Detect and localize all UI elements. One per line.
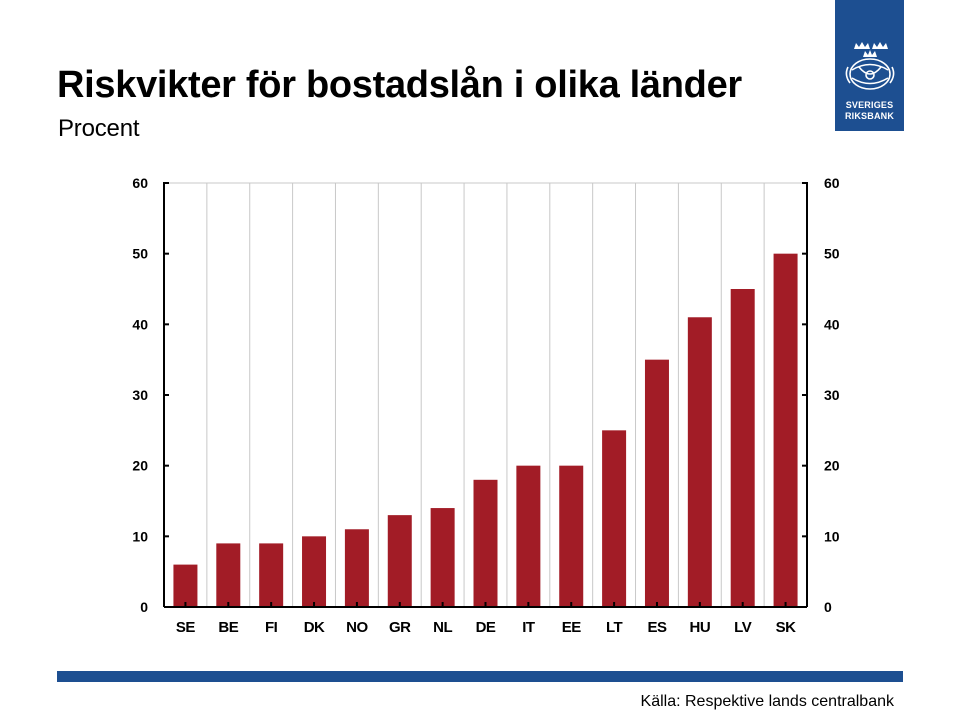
y-tick-label-right: 60 (824, 175, 840, 191)
footer-bar (57, 671, 903, 682)
x-tick-label-it: IT (522, 619, 535, 636)
logo-text-line1: SVERIGES (845, 100, 894, 110)
bar-de (473, 479, 498, 607)
x-tick-label-se: SE (176, 619, 196, 636)
x-tick-label-nl: NL (433, 619, 452, 636)
x-tick-label-lv: LV (734, 619, 752, 636)
bar-dk (302, 536, 327, 607)
y-tick-label-left: 40 (132, 316, 148, 332)
x-tick-label-ee: EE (562, 619, 582, 636)
bar-hu (687, 317, 712, 607)
bar-gr (387, 515, 412, 607)
bar-fi (259, 543, 284, 607)
y-tick-label-left: 0 (140, 599, 148, 615)
bar-it (516, 465, 541, 607)
x-tick-label-es: ES (647, 619, 667, 636)
bar-ee (559, 465, 584, 607)
bar-es (644, 359, 669, 607)
y-tick-label-right: 30 (824, 387, 840, 403)
x-tick-label-no: NO (346, 619, 368, 636)
y-tick-label-right: 40 (824, 316, 840, 332)
x-tick-label-sk: SK (776, 619, 797, 636)
x-tick-label-de: DE (476, 619, 496, 636)
y-tick-label-right: 10 (824, 528, 840, 544)
bar-sk (773, 253, 798, 607)
x-tick-label-hu: HU (689, 619, 710, 636)
source-note: Källa: Respektive lands centralbank (640, 693, 894, 710)
y-tick-label-right: 0 (824, 599, 832, 615)
x-tick-label-lt: LT (606, 619, 623, 636)
y-tick-label-right: 20 (824, 458, 840, 474)
x-tick-label-gr: GR (389, 619, 411, 636)
y-tick-label-left: 20 (132, 458, 148, 474)
y-tick-label-left: 10 (132, 528, 148, 544)
bar-nl (430, 508, 455, 607)
riksbank-emblem-icon (845, 42, 895, 90)
x-tick-label-be: BE (218, 619, 238, 636)
x-tick-label-dk: DK (304, 619, 325, 636)
logo-text-line2: RIKSBANK (844, 111, 895, 121)
bar-se (173, 564, 198, 607)
page-title: Riskvikter för bostadslån i olika länder (57, 64, 742, 106)
bar-lt (602, 430, 627, 607)
bar-no (344, 529, 369, 607)
bar-be (216, 543, 241, 607)
riksbank-logo: SVERIGES RIKSBANK (835, 0, 904, 131)
x-tick-label-fi: FI (265, 619, 278, 636)
y-tick-label-left: 50 (132, 246, 148, 262)
page-subtitle: Procent (58, 115, 140, 142)
y-tick-label-left: 60 (132, 175, 148, 191)
y-tick-label-left: 30 (132, 387, 148, 403)
bar-lv (730, 289, 755, 607)
y-tick-label-right: 50 (824, 246, 840, 262)
